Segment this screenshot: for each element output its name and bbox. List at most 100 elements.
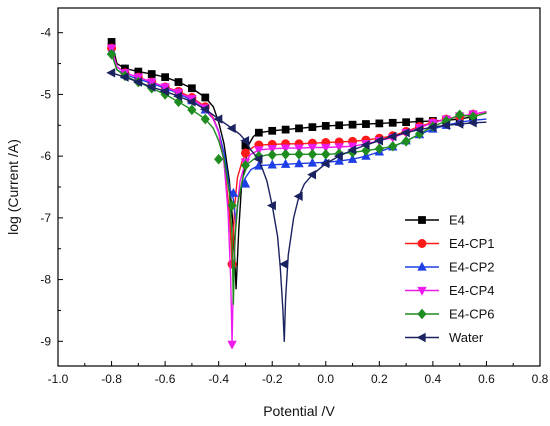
data-point-water [240, 136, 250, 146]
data-point-e4-cp2 [334, 155, 344, 165]
data-point-water [119, 72, 129, 82]
legend-swatch-marker [416, 332, 426, 343]
data-point-water [253, 154, 263, 164]
series-water [106, 68, 487, 343]
data-point-water [279, 259, 288, 269]
legend-swatch-marker [417, 239, 427, 249]
data-point-water [213, 114, 223, 124]
data-point-e4 [295, 124, 303, 133]
data-point-e4-cp2 [307, 157, 318, 167]
data-point-e4 [321, 122, 330, 130]
data-point-e4-cp4 [267, 145, 277, 154]
data-point-water [293, 191, 303, 201]
data-point-e4-cp6 [294, 148, 304, 160]
data-point-water [106, 68, 116, 78]
legend-item-water: Water [405, 330, 484, 345]
data-point-water [467, 118, 477, 128]
data-point-e4 [268, 126, 277, 135]
data-point-e4-cp6 [227, 200, 237, 211]
data-point-e4 [348, 120, 357, 129]
x-tick-label: 0.8 [532, 372, 549, 386]
y-tick-label: -4 [40, 26, 51, 40]
data-point-e4-cp6 [455, 109, 465, 121]
data-point-water [374, 136, 383, 146]
data-point-e4-cp4 [307, 143, 318, 153]
data-point-water [400, 127, 410, 138]
data-point-e4-cp6 [307, 148, 317, 160]
legend-item-e4-cp1: E4-CP1 [405, 236, 495, 251]
data-point-e4 [281, 125, 290, 134]
legend-swatch-marker [417, 286, 427, 296]
data-point-e4 [335, 121, 344, 130]
x-tick-label: 0.6 [478, 372, 495, 386]
legend-label: E4 [449, 213, 465, 228]
series-line-water [111, 72, 487, 343]
data-point-e4-cp6 [388, 140, 398, 152]
y-tick-label: -7 [40, 211, 51, 225]
x-tick-label: -0.8 [101, 372, 122, 386]
x-tick-label: 0.0 [317, 372, 334, 386]
series-layer [106, 38, 487, 350]
legend-swatch-marker [417, 308, 427, 320]
data-point-e4 [388, 118, 397, 127]
data-point-water [387, 131, 397, 142]
legend-item-e4-cp4: E4-CP4 [405, 283, 495, 298]
data-point-water [159, 86, 169, 97]
y-tick-label: -5 [40, 87, 51, 101]
data-point-e4-cp6 [240, 160, 251, 171]
data-point-water [360, 140, 370, 150]
data-point-e4-cp6 [187, 104, 197, 116]
legend-item-e4-cp2: E4-CP2 [405, 260, 495, 275]
data-point-water [320, 158, 330, 169]
x-tick-label: -1.0 [48, 372, 69, 386]
x-tick-label: -0.2 [262, 372, 283, 386]
legend-label: Water [449, 330, 484, 345]
data-point-water [226, 123, 236, 134]
data-point-e4-cp4 [334, 143, 344, 153]
data-point-e4-cp6 [106, 49, 117, 60]
x-tick-label: -0.6 [155, 372, 176, 386]
tick-layer: -1.0 -0.8 -0.6 -0.4 -0.2 0.0 0.2 0.4 0.6 0.8 -9 -8 -… [40, 26, 548, 386]
data-point-e4-cp6 [281, 148, 291, 160]
data-point-water [146, 82, 156, 92]
legend-label: E4-CP2 [449, 260, 495, 275]
data-point-e4-cp4 [280, 144, 291, 154]
data-point-e4-cp2 [280, 158, 291, 168]
data-point-e4 [402, 118, 410, 127]
data-point-water [307, 169, 317, 180]
legend-swatch-marker [417, 261, 427, 271]
data-point-water [186, 97, 196, 107]
data-point-water [133, 77, 142, 87]
data-point-e4 [254, 128, 263, 137]
legend-item-e4: E4 [405, 213, 465, 228]
x-axis-title: Potential /V [263, 403, 335, 419]
legend-item-e4-cp6: E4-CP6 [405, 307, 495, 322]
legend-label: E4-CP6 [449, 307, 495, 322]
data-point-water [173, 91, 183, 101]
data-point-water [200, 104, 209, 114]
y-tick-label: -8 [40, 273, 51, 287]
data-point-e4-cp2 [347, 153, 358, 163]
data-point-e4-cp6 [321, 148, 331, 160]
data-point-e4-cp6 [374, 143, 384, 155]
y-axis-title: log (Current /A) [5, 139, 21, 235]
data-point-e4 [375, 119, 384, 128]
data-point-e4-cp4 [106, 44, 117, 54]
data-point-e4-cp6 [214, 153, 224, 165]
data-point-e4-cp6 [200, 113, 210, 125]
data-point-e4-cp1 [240, 148, 250, 158]
x-tick-label: 0.2 [371, 372, 388, 386]
data-point-e4-cp4 [254, 146, 264, 156]
data-point-water [454, 119, 464, 129]
data-point-e4 [188, 84, 196, 93]
data-point-e4 [161, 73, 169, 82]
data-point-water [414, 124, 424, 135]
data-point-e4 [308, 123, 317, 131]
legend-label: E4-CP1 [449, 236, 495, 251]
legend-label: E4-CP4 [449, 283, 495, 298]
data-point-e4-cp6 [267, 149, 277, 161]
data-point-e4-cp4 [294, 144, 304, 154]
